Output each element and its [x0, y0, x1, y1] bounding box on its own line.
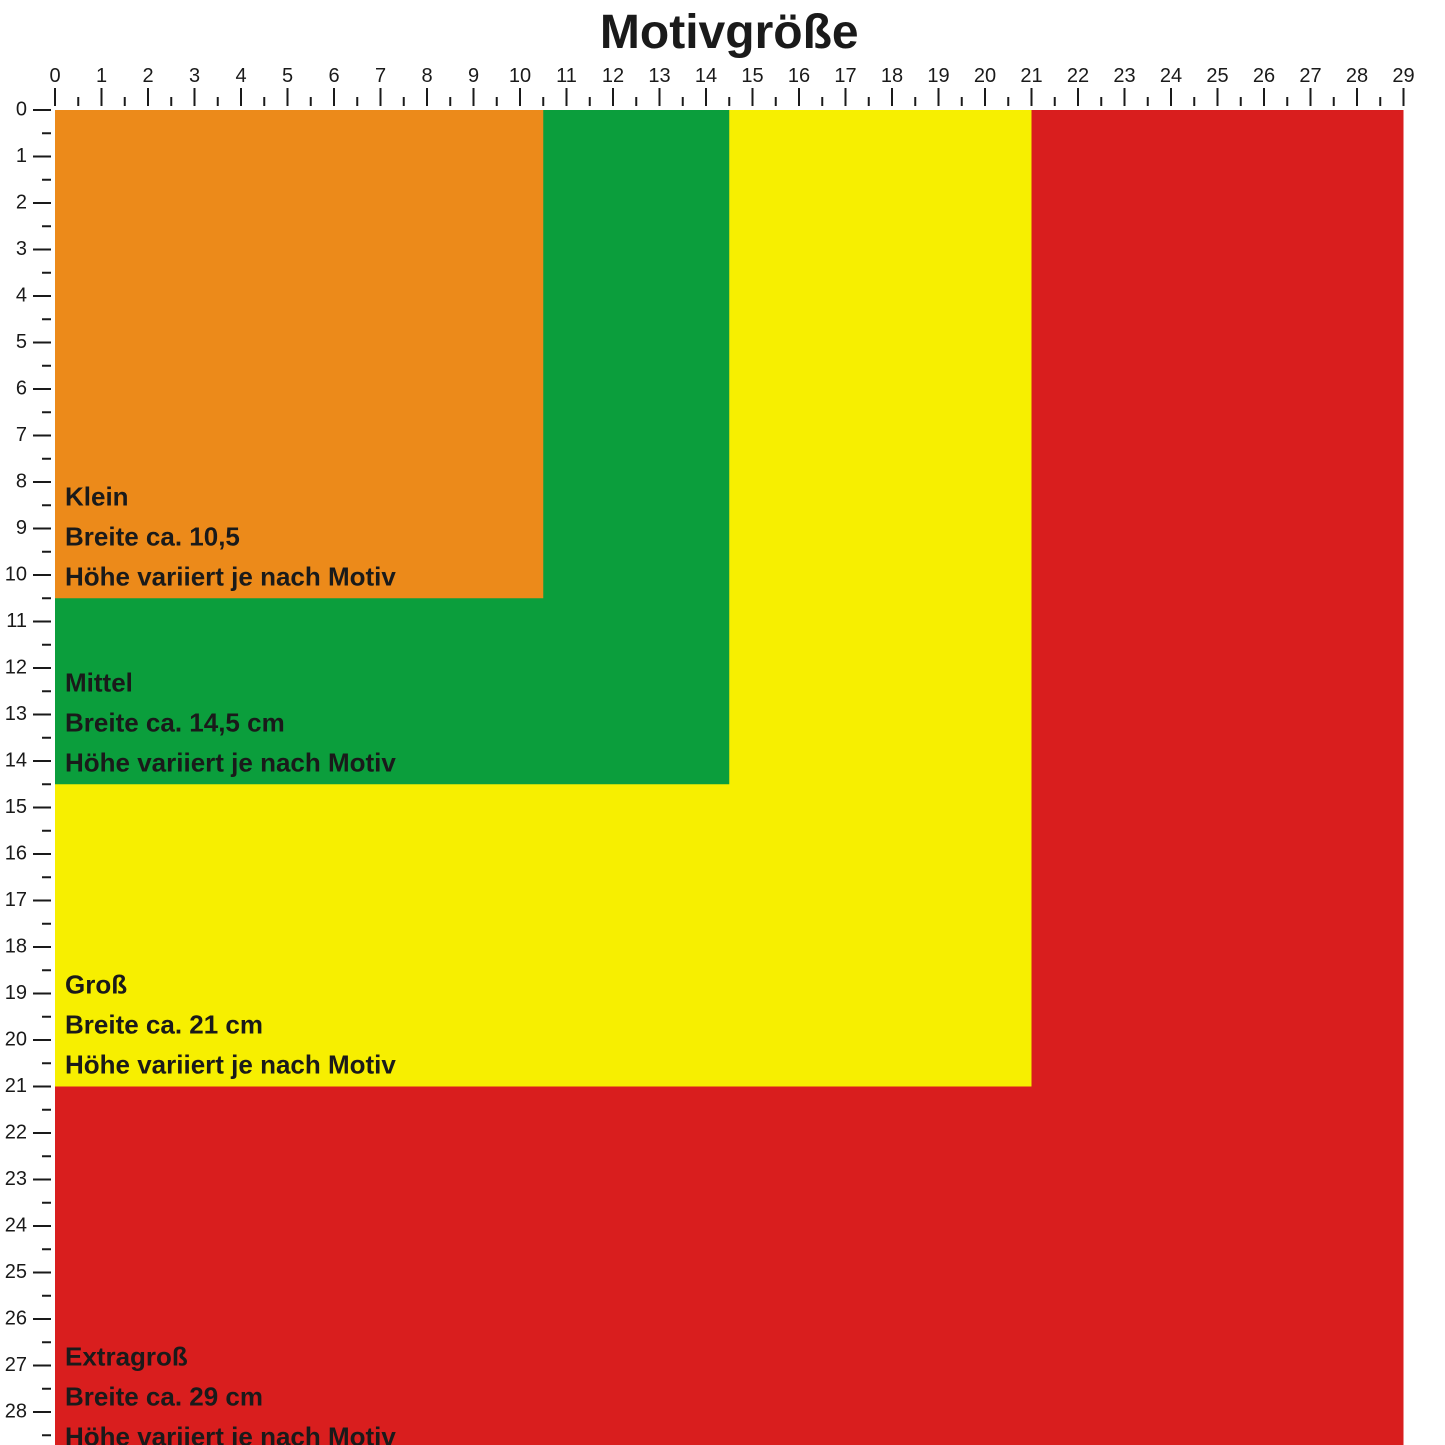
ruler-left-num: 19 [5, 982, 27, 1004]
ruler-left-num: 21 [5, 1075, 27, 1097]
ruler-top-num: 26 [1253, 65, 1275, 87]
ruler-top-num: 22 [1067, 65, 1089, 87]
size-boxes [55, 110, 1404, 1445]
size-label-extragross-line1: Breite ca. 29 cm [65, 1382, 263, 1412]
ruler-left-num: 5 [16, 331, 27, 353]
ruler-top-num: 29 [1392, 65, 1414, 87]
ruler-left-num: 9 [16, 517, 27, 539]
ruler-left-num: 17 [5, 889, 27, 911]
ruler-left-num: 20 [5, 1028, 27, 1050]
ruler-top-num: 27 [1299, 65, 1321, 87]
ruler-top: 0123456789101112131415161718192021222324… [49, 65, 1414, 106]
size-label-klein-line1: Breite ca. 10,5 [65, 521, 240, 551]
ruler-left-num: 10 [5, 563, 27, 585]
size-label-klein-line2: Höhe variiert je nach Motiv [65, 561, 396, 591]
chart-title: Motivgröße [600, 6, 859, 59]
size-label-mittel-line1: Breite ca. 14,5 cm [65, 707, 285, 737]
ruler-top-num: 8 [421, 65, 432, 87]
ruler-top-num: 0 [49, 65, 60, 87]
ruler-top-num: 7 [375, 65, 386, 87]
ruler-left-num: 15 [5, 796, 27, 818]
ruler-top-num: 3 [189, 65, 200, 87]
ruler-top-num: 21 [1020, 65, 1042, 87]
ruler-top-num: 6 [328, 65, 339, 87]
ruler-left-num: 25 [5, 1261, 27, 1283]
ruler-left-num: 13 [5, 703, 27, 725]
size-label-extragross-line0: Extragroß [65, 1342, 188, 1372]
ruler-left-num: 1 [16, 145, 27, 167]
ruler-left-num: 4 [16, 284, 27, 306]
ruler-left-num: 18 [5, 935, 27, 957]
ruler-top-num: 10 [509, 65, 531, 87]
ruler-left-num: 8 [16, 470, 27, 492]
ruler-top-num: 9 [468, 65, 479, 87]
ruler-left-num: 22 [5, 1121, 27, 1143]
size-label-gross-line2: Höhe variiert je nach Motiv [65, 1050, 396, 1080]
ruler-top-num: 4 [235, 65, 246, 87]
ruler-left-num: 6 [16, 377, 27, 399]
ruler-top-num: 1 [96, 65, 107, 87]
ruler-left-num: 0 [16, 98, 27, 120]
ruler-left: 0123456789101112131415161718192021222324… [5, 98, 51, 1445]
ruler-top-num: 17 [834, 65, 856, 87]
ruler-top-num: 24 [1160, 65, 1182, 87]
ruler-top-num: 23 [1113, 65, 1135, 87]
ruler-left-num: 14 [5, 749, 27, 771]
ruler-top-num: 12 [602, 65, 624, 87]
ruler-top-num: 20 [974, 65, 996, 87]
ruler-top-num: 19 [927, 65, 949, 87]
ruler-top-num: 14 [695, 65, 717, 87]
size-label-gross-line0: Groß [65, 970, 127, 1000]
ruler-top-num: 11 [556, 65, 577, 87]
ruler-top-num: 16 [788, 65, 810, 87]
ruler-left-num: 12 [5, 656, 27, 678]
ruler-left-num: 3 [16, 238, 27, 260]
ruler-left-num: 24 [5, 1214, 27, 1236]
ruler-top-num: 18 [881, 65, 903, 87]
size-label-klein-line0: Klein [65, 481, 129, 511]
ruler-left-num: 27 [5, 1354, 27, 1376]
ruler-top-num: 25 [1206, 65, 1228, 87]
ruler-top-num: 2 [142, 65, 153, 87]
ruler-left-num: 28 [5, 1400, 27, 1422]
ruler-left-num: 2 [16, 191, 27, 213]
ruler-left-num: 7 [16, 424, 27, 446]
size-label-gross-line1: Breite ca. 21 cm [65, 1010, 263, 1040]
ruler-top-num: 15 [741, 65, 763, 87]
size-label-mittel-line2: Höhe variiert je nach Motiv [65, 747, 396, 777]
ruler-left-num: 16 [5, 842, 27, 864]
size-label-mittel-line0: Mittel [65, 667, 133, 697]
ruler-top-num: 28 [1346, 65, 1368, 87]
size-label-extragross-line2: Höhe variiert je nach Motiv [65, 1422, 396, 1445]
ruler-left-num: 11 [6, 610, 27, 632]
ruler-top-num: 13 [648, 65, 670, 87]
ruler-left-num: 26 [5, 1307, 27, 1329]
ruler-left-num: 23 [5, 1168, 27, 1190]
ruler-top-num: 5 [282, 65, 293, 87]
